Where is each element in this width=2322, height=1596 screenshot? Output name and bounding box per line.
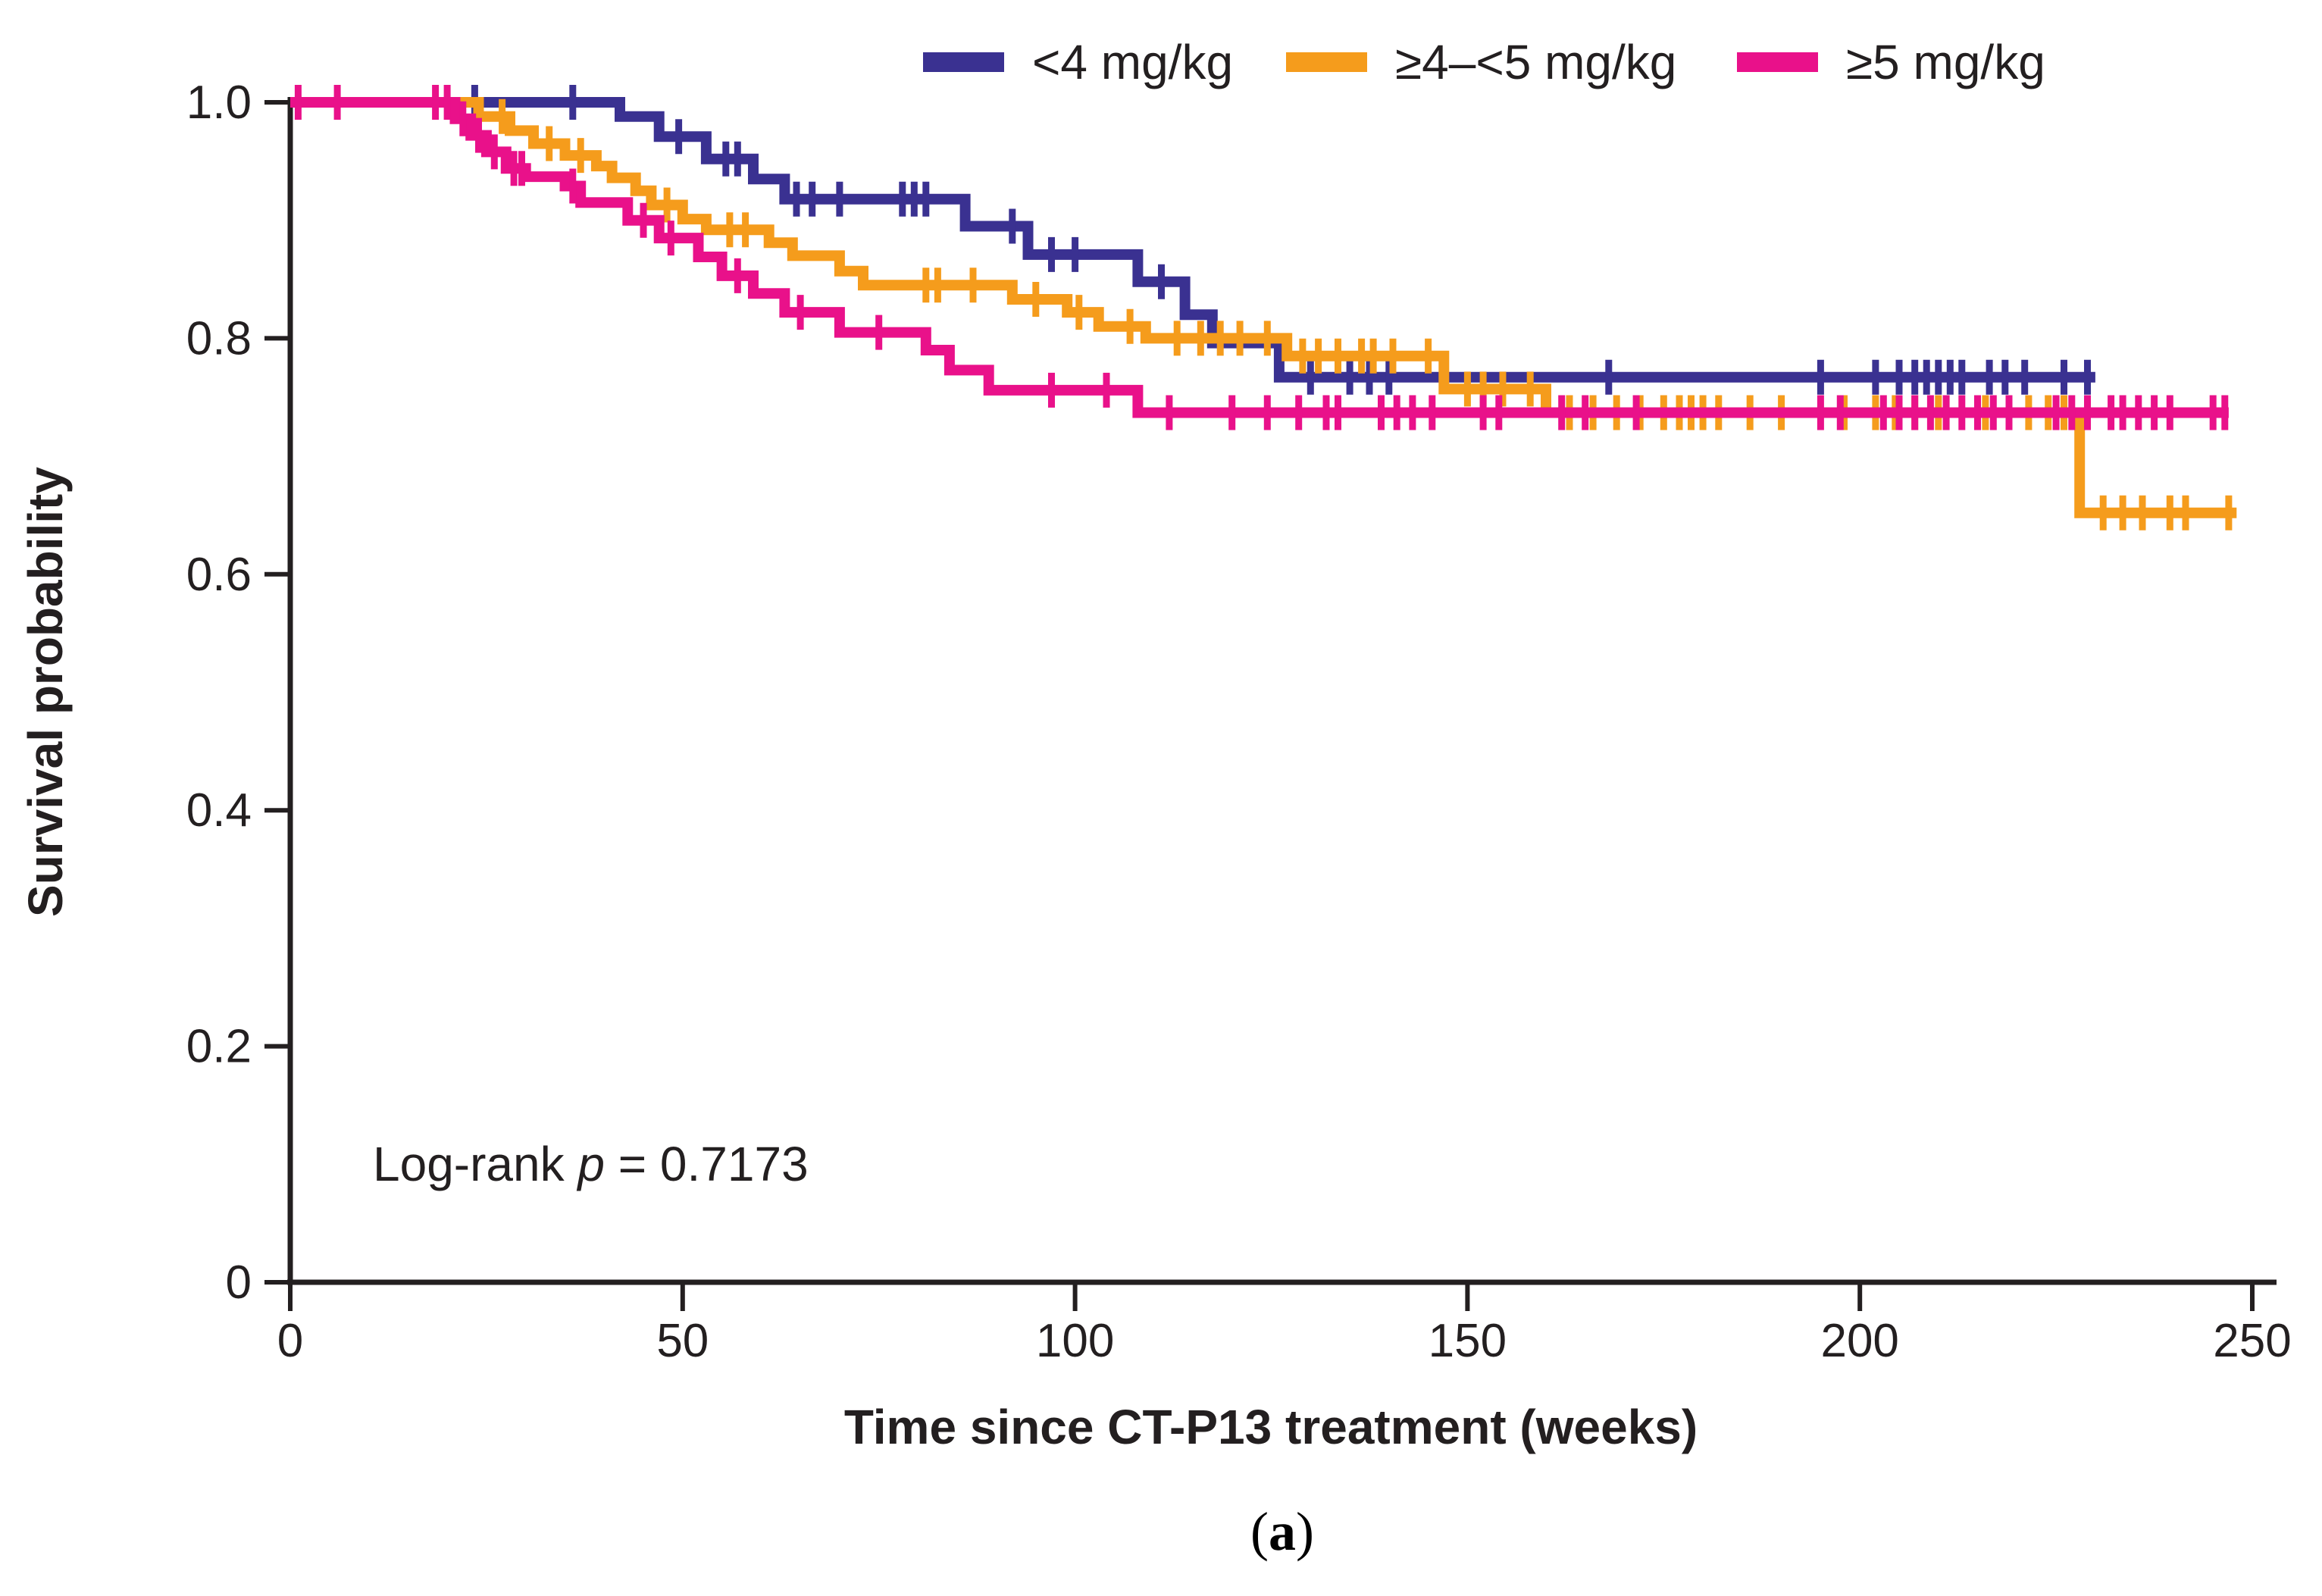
legend-label-ge5: ≥5 mg/kg — [1846, 35, 2045, 89]
legend-label-lt4: <4 mg/kg — [1032, 35, 1233, 89]
y-tick-label: 0.8 — [186, 312, 252, 365]
x-tick-label: 200 — [1820, 1315, 1898, 1367]
log-rank-value: = 0.7173 — [605, 1137, 809, 1191]
plot-area: 1.0 0.8 0.6 0.4 0.2 00 50 100 150 200 250 — [186, 77, 2292, 1367]
censor-marks-ge4lt5 — [499, 99, 2233, 530]
legend-item-lt4: <4 mg/kg — [923, 35, 1233, 89]
x-tick-label: 0 — [277, 1315, 303, 1367]
y-axis-title: Survival probability — [18, 467, 73, 917]
log-rank-annotation: Log-rank p = 0.7173 — [373, 1137, 809, 1191]
caption-open: ( — [1250, 1501, 1269, 1562]
log-rank-prefix: Log-rank — [373, 1137, 577, 1191]
caption-letter: a — [1269, 1501, 1296, 1562]
y-tick-label: 0 — [226, 1256, 252, 1309]
km-curve-ge5 — [290, 97, 2229, 418]
axis-lines — [287, 97, 2277, 1285]
log-rank-p-symbol: p — [576, 1137, 605, 1191]
y-tick-label: 1.0 — [186, 77, 252, 129]
y-tick-label: 0.2 — [186, 1021, 252, 1073]
censor-marks-lt4 — [471, 85, 2091, 395]
legend-label-ge4lt5: ≥4–<5 mg/kg — [1395, 35, 1676, 89]
y-tick-label: 0.6 — [186, 549, 252, 601]
x-tick-label: 100 — [1036, 1315, 1114, 1367]
legend-item-ge5: ≥5 mg/kg — [1737, 35, 2045, 89]
y-tick-label: 0.4 — [186, 784, 252, 837]
x-tick-label: 250 — [2213, 1315, 2291, 1367]
km-curve-lt4 — [290, 97, 2095, 383]
legend-item-ge4lt5: ≥4–<5 mg/kg — [1286, 35, 1676, 89]
x-tick-label: 50 — [656, 1315, 709, 1367]
legend: <4 mg/kg ≥4–<5 mg/kg ≥5 mg/kg — [923, 35, 2045, 89]
subfigure-caption: (a) — [1250, 1501, 1314, 1562]
x-tick-label: 150 — [1429, 1315, 1507, 1367]
caption-close: ) — [1296, 1501, 1314, 1562]
censor-marks-ge5 — [294, 85, 2229, 430]
x-axis-title: Time since CT-P13 treatment (weeks) — [844, 1400, 1698, 1454]
km-curve-ge4lt5 — [290, 97, 2237, 518]
